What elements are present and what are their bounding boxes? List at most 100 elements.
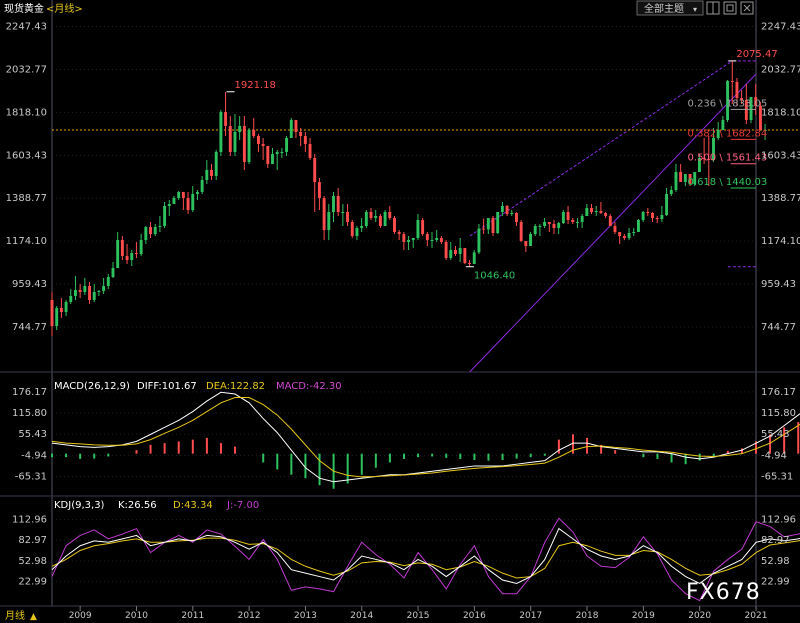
candle-body [622, 236, 626, 238]
candle-body [716, 130, 720, 138]
window-close-icon[interactable] [740, 1, 754, 15]
kdj-legend-j: J:-7.00 [226, 500, 259, 511]
candle-body [191, 194, 195, 210]
candle-body [482, 228, 486, 230]
candle-body [463, 248, 467, 263]
fib-level-label: 0.382 \ 1682.84 [688, 128, 768, 139]
candle-body [341, 212, 345, 213]
candle-body [665, 194, 669, 215]
candle-body [106, 277, 110, 286]
candle-body [744, 100, 748, 120]
macd-right-tick: 115.80 [761, 408, 796, 419]
candle-body [360, 226, 364, 228]
window-restore-icon[interactable] [723, 1, 737, 15]
macd-left-tick: 55.43 [18, 429, 47, 440]
candle-body [444, 242, 448, 258]
candle-body [92, 292, 96, 300]
candle-body [763, 130, 767, 131]
candle-body [712, 138, 715, 160]
candle-body [580, 216, 584, 222]
candle-body [613, 226, 617, 232]
timeframe-label: 月线 [5, 609, 25, 622]
year-tick-label: 2019 [632, 611, 655, 621]
candle-body [163, 206, 167, 226]
window-close-frame [740, 1, 754, 15]
kdj-right-tick: 52.98 [761, 556, 790, 567]
macd-legend-diff: DIFF:101.67 [137, 381, 197, 392]
candle-body [683, 174, 687, 182]
candle-body [186, 198, 190, 210]
candle-body [660, 215, 664, 219]
candle-body [205, 170, 209, 180]
window-tile-icon[interactable] [706, 1, 720, 15]
candle-body [228, 126, 232, 152]
candle-body [78, 290, 82, 292]
candle-body [693, 172, 697, 184]
candle-body [435, 238, 439, 240]
candle-body [702, 158, 706, 159]
candle-body [735, 82, 739, 98]
candle-body [557, 223, 561, 228]
timeframe-toggle[interactable]: 月线 ▲ [0, 607, 52, 623]
candle-body [289, 120, 293, 138]
price-right-tick: 1818.10 [761, 107, 800, 118]
candle-body [477, 228, 481, 253]
year-tick-label: 2020 [688, 611, 711, 621]
candle-body [543, 222, 547, 226]
macd-legend-macd: MACD:-42.30 [276, 381, 342, 392]
candle-body [317, 182, 321, 198]
candle-body [134, 253, 138, 254]
window-close-stroke-b [743, 4, 751, 12]
year-tick-label: 2012 [238, 611, 261, 621]
macd-left-tick: -4.94 [21, 450, 47, 461]
candle-body [407, 240, 411, 242]
candle-body [280, 152, 284, 153]
candle-body [327, 212, 331, 230]
candle-body [486, 218, 490, 230]
year-tick-label: 2018 [576, 611, 599, 621]
kdj-k-line [51, 527, 800, 585]
kdj-panel: KDJ(9,3,3) K:26.56 D:43.34 J:-7.00 [51, 500, 800, 602]
candle-body [200, 180, 204, 192]
grid-lines [52, 26, 756, 582]
kdj-left-tick: 112.96 [12, 515, 47, 526]
candle-body [749, 97, 753, 120]
candle-body [599, 211, 603, 213]
price-left-tick: 2032.77 [6, 64, 47, 75]
macd-left-tick: 176.17 [12, 387, 47, 398]
fib-level-label: 0.236 \ 1833.05 [688, 98, 768, 109]
year-tick-label: 2009 [69, 611, 92, 621]
candle-body [688, 174, 692, 184]
indicator-select-button[interactable]: 全部主题 ▾ [636, 0, 704, 16]
fib-level-label: 0.500 \ 1561.43 [688, 153, 768, 164]
macd-left-tick: 115.80 [12, 408, 47, 419]
price-left-tick: 1818.10 [6, 107, 47, 118]
candle-body [195, 192, 199, 194]
candle-body [632, 232, 636, 233]
candle-body [566, 212, 570, 220]
candle-body [214, 152, 218, 176]
candle-body [332, 196, 335, 212]
price-right-tick: 2247.43 [761, 22, 800, 33]
year-tick-label: 2010 [125, 611, 148, 621]
candle-body [378, 216, 382, 226]
kdj-left-tick: 22.99 [18, 576, 47, 587]
candle-body [97, 291, 101, 292]
candle-body [651, 213, 654, 218]
indicator-select-frame [636, 0, 704, 16]
candle-body [308, 144, 312, 158]
candle-body [514, 213, 518, 222]
price-right-tick: 1388.77 [761, 193, 800, 204]
candle-body [608, 216, 612, 226]
candle-body [111, 268, 115, 277]
candle-body [697, 158, 701, 172]
candle-body [88, 286, 91, 300]
candle-body [364, 212, 368, 226]
price-left-tick: 1174.10 [6, 236, 47, 247]
channel-upper-line [469, 60, 733, 237]
axis-labels: 2247.43 2247.43 2032.77 2032.77 1818.10 1818.… [6, 22, 800, 621]
candle-body [740, 98, 744, 100]
candle-body [627, 233, 631, 238]
candle-body [50, 300, 54, 326]
